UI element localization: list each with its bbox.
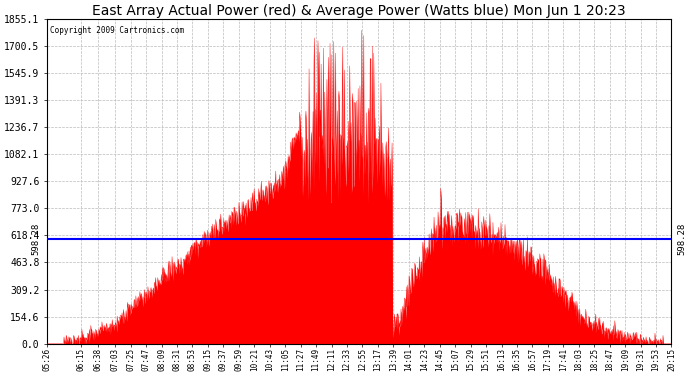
Title: East Array Actual Power (red) & Average Power (Watts blue) Mon Jun 1 20:23: East Array Actual Power (red) & Average … [92, 4, 626, 18]
Text: 598.28: 598.28 [678, 223, 687, 255]
Text: Copyright 2009 Cartronics.com: Copyright 2009 Cartronics.com [50, 26, 184, 35]
Text: 598.28: 598.28 [32, 223, 41, 255]
